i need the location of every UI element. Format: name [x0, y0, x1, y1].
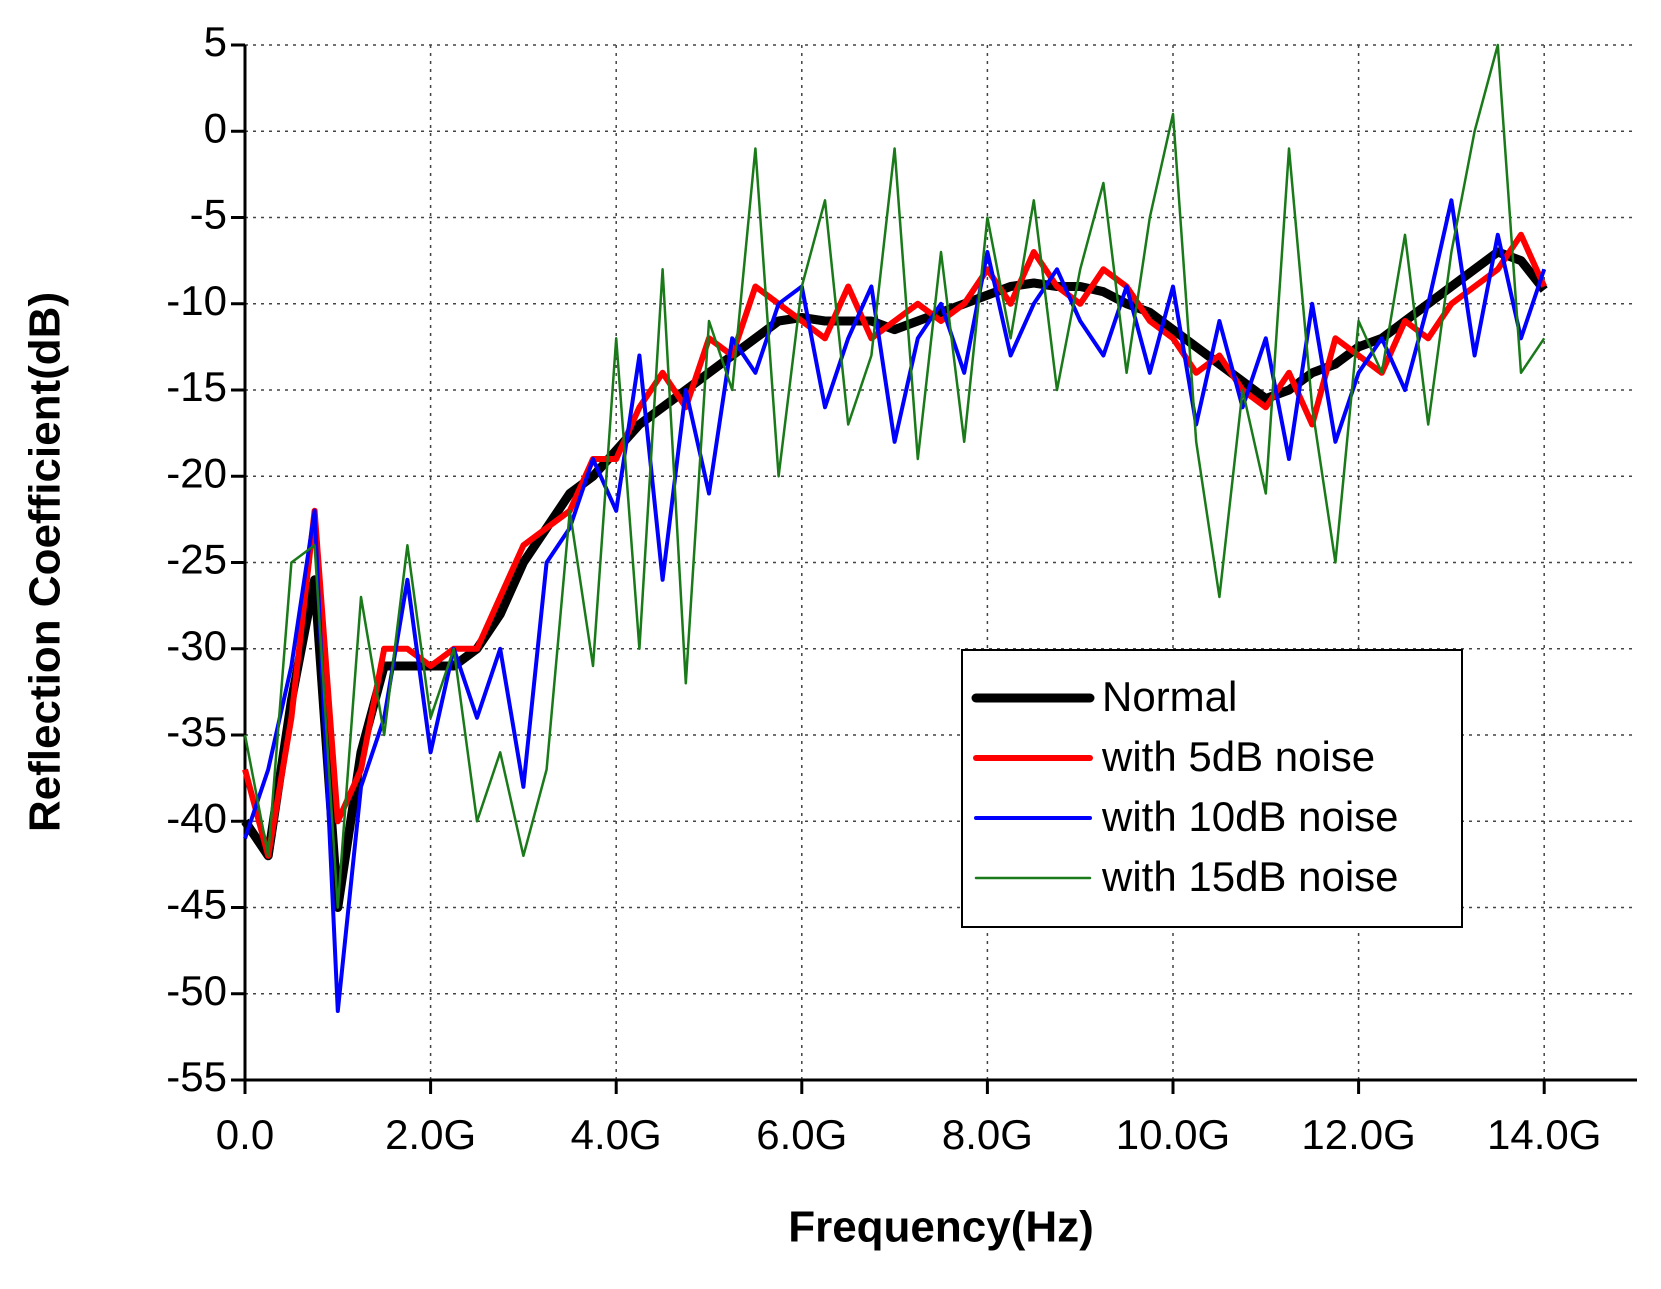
x-tick-label: 8.0G	[942, 1111, 1033, 1158]
y-tick-label: -45	[166, 881, 227, 928]
y-tick-label: -55	[166, 1053, 227, 1100]
y-tick-label: 0	[204, 104, 227, 151]
y-tick-label: -30	[166, 622, 227, 669]
y-tick-label: -10	[166, 277, 227, 324]
x-tick-label: 14.0G	[1487, 1111, 1601, 1158]
y-tick-label: -25	[166, 536, 227, 583]
y-tick-label: -50	[166, 967, 227, 1014]
y-tick-label: -15	[166, 363, 227, 410]
x-tick-label: 0.0	[216, 1111, 274, 1158]
x-tick-label: 2.0G	[385, 1111, 476, 1158]
legend-label: with 10dB noise	[1101, 793, 1399, 840]
legend-label: with 15dB noise	[1101, 853, 1399, 900]
y-tick-label: -35	[166, 708, 227, 755]
legend-label: Normal	[1102, 673, 1237, 720]
y-tick-label: -40	[166, 794, 227, 841]
series-line	[243, 43, 1546, 909]
y-tick-label: -5	[190, 191, 227, 238]
legend-label: with 5dB noise	[1101, 733, 1375, 780]
y-axis-label: Reflection Coefficient(dB)	[21, 292, 70, 832]
x-axis-label: Frequency(Hz)	[788, 1203, 1094, 1252]
x-tick-label: 4.0G	[571, 1111, 662, 1158]
series-line	[242, 231, 1547, 859]
x-tick-label: 12.0G	[1301, 1111, 1415, 1158]
x-tick-label: 10.0G	[1116, 1111, 1230, 1158]
series-line	[243, 198, 1547, 1013]
y-tick-label: 5	[204, 18, 227, 65]
y-tick-label: -20	[166, 449, 227, 496]
x-tick-label: 6.0G	[756, 1111, 847, 1158]
